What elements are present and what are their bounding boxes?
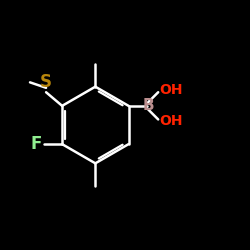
Text: OH: OH (160, 114, 183, 128)
Text: OH: OH (160, 83, 183, 97)
Text: S: S (40, 73, 52, 91)
Text: F: F (30, 135, 42, 153)
Text: B: B (142, 98, 154, 113)
